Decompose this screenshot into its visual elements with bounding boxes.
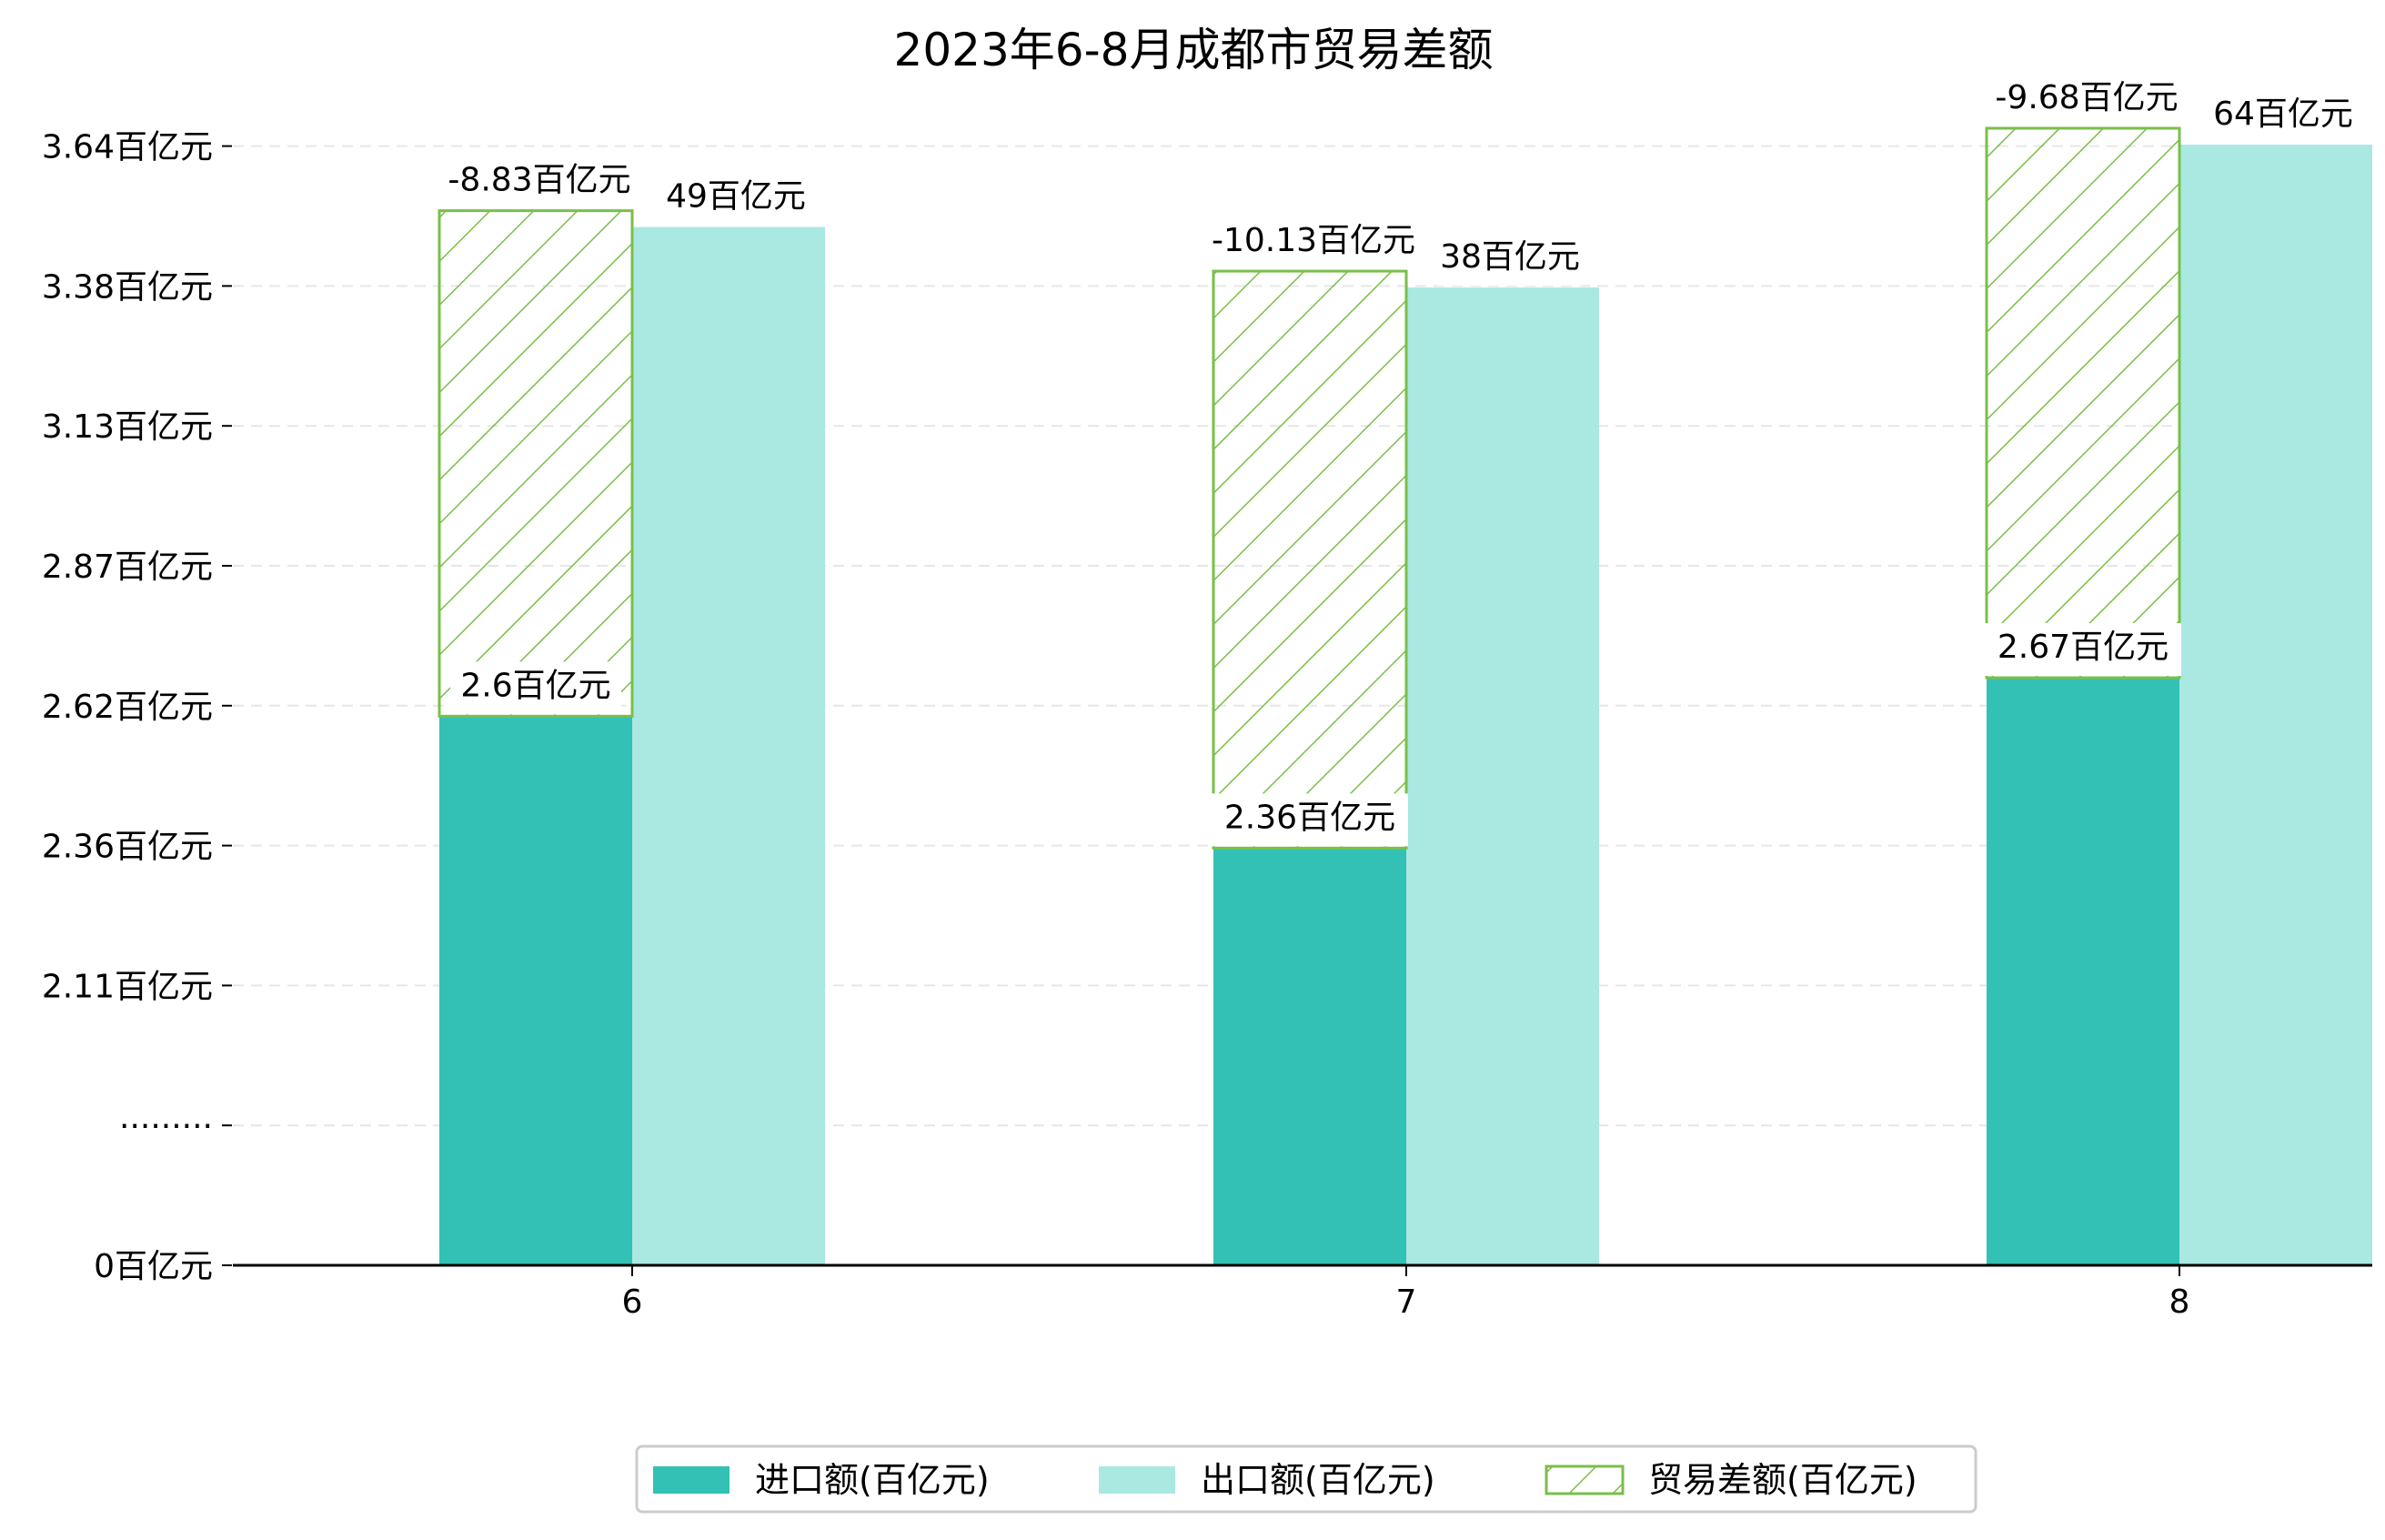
import-value-label-bg — [450, 661, 621, 715]
y-tick-label: 0百亿元 — [94, 1248, 213, 1285]
trade-balance-value-label-bg — [1190, 216, 1437, 270]
y-tick-label: 2.62百亿元 — [42, 689, 213, 726]
y-tick-label: 3.38百亿元 — [42, 268, 213, 306]
trade-balance-bar — [438, 209, 634, 718]
import-bar — [439, 716, 632, 1265]
trade-balance-value-label: -9.68百亿元 — [1995, 79, 2178, 116]
axes-layer: 0百亿元 ········· 2.11百亿元 2.36百亿元 2.62百亿元 2.87百亿… — [42, 129, 2372, 1321]
trade-balance-value-label-bg — [428, 156, 650, 209]
legend-swatch — [1099, 1466, 1175, 1494]
legend-label: 贸易差额(百亿元) — [1648, 1460, 1917, 1500]
y-tick-label: 2.36百亿元 — [42, 829, 213, 866]
import-bar — [1987, 678, 2179, 1265]
labels-layer: 2.6百亿元 49百亿元 -8.83百亿元 2.36百亿元 38百亿元 -10.13百亿元… — [428, 74, 2356, 847]
x-tick-label: 6 — [622, 1283, 643, 1321]
chart-title: 2023年6-8月成都市贸易差额 — [894, 24, 1494, 76]
x-tick-label: 7 — [1396, 1283, 1417, 1321]
export-value-label-bg — [663, 172, 809, 226]
trade-balance-value-label: -10.13百亿元 — [1212, 222, 1415, 259]
import-value-label-bg — [1985, 623, 2181, 677]
x-tick-label: 8 — [2169, 1283, 2190, 1321]
import-bar — [1213, 848, 1406, 1265]
export-value-label: 64百亿元 — [2213, 96, 2353, 133]
import-value-label: 2.67百亿元 — [1998, 629, 2169, 666]
export-value-label-bg — [1437, 233, 1583, 287]
export-bar — [632, 226, 825, 1266]
legend: 进口额(百亿元) 出口额(百亿元) 贸易差额(百亿元) — [635, 1444, 1977, 1514]
trade-balance-value-label: -8.83百亿元 — [448, 162, 630, 199]
legend-swatch — [1545, 1465, 1625, 1495]
y-tick-label: 2.87百亿元 — [42, 549, 213, 586]
import-value-label: 2.6百亿元 — [460, 667, 610, 704]
export-value-label: 49百亿元 — [666, 178, 806, 216]
y-tick-label: 3.13百亿元 — [42, 408, 213, 446]
import-value-label-bg — [1212, 793, 1408, 847]
trade-balance-bar — [1212, 269, 1408, 850]
legend-box — [635, 1444, 1977, 1514]
legend-swatch — [653, 1466, 730, 1494]
export-value-label: 38百亿元 — [1440, 238, 1580, 276]
y-tick-label: ········· — [119, 1108, 213, 1145]
export-bar — [1406, 287, 1599, 1265]
trade-balance-bar — [1985, 126, 2181, 679]
legend-label: 出口额(百亿元) — [1201, 1460, 1435, 1500]
export-bar — [2179, 145, 2372, 1265]
import-value-label: 2.36百亿元 — [1224, 799, 1395, 836]
legend-label: 进口额(百亿元) — [755, 1460, 990, 1500]
y-tick-label: 2.11百亿元 — [42, 968, 213, 1005]
trade-balance-value-label-bg — [1976, 74, 2198, 126]
bars-layer — [438, 126, 2372, 1266]
export-value-label-bg — [2210, 90, 2356, 143]
y-tick-label: 3.64百亿元 — [42, 129, 213, 166]
